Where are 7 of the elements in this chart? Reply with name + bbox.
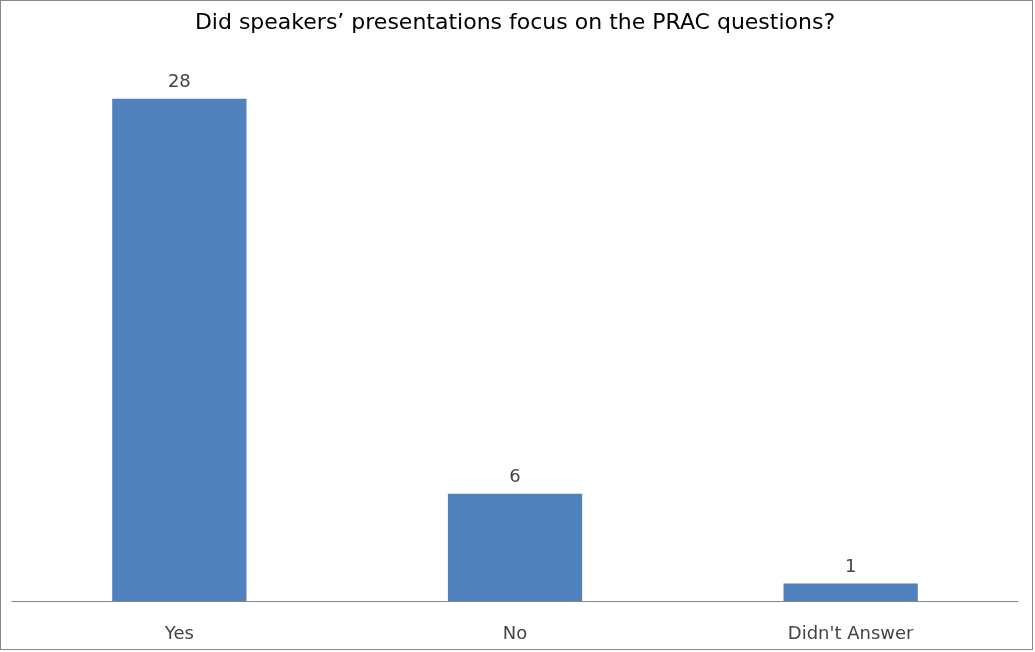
x-tick-label: Yes: [163, 621, 194, 643]
data-label: 6: [509, 464, 521, 486]
data-label: 1: [844, 554, 857, 576]
chart-title: Did speakers’ presentations focus on the PRAC questions?: [194, 8, 836, 34]
x-tick-label: No: [502, 621, 528, 643]
x-tick-label: Didn't Answer: [787, 621, 915, 643]
data-label: 28: [167, 69, 191, 91]
